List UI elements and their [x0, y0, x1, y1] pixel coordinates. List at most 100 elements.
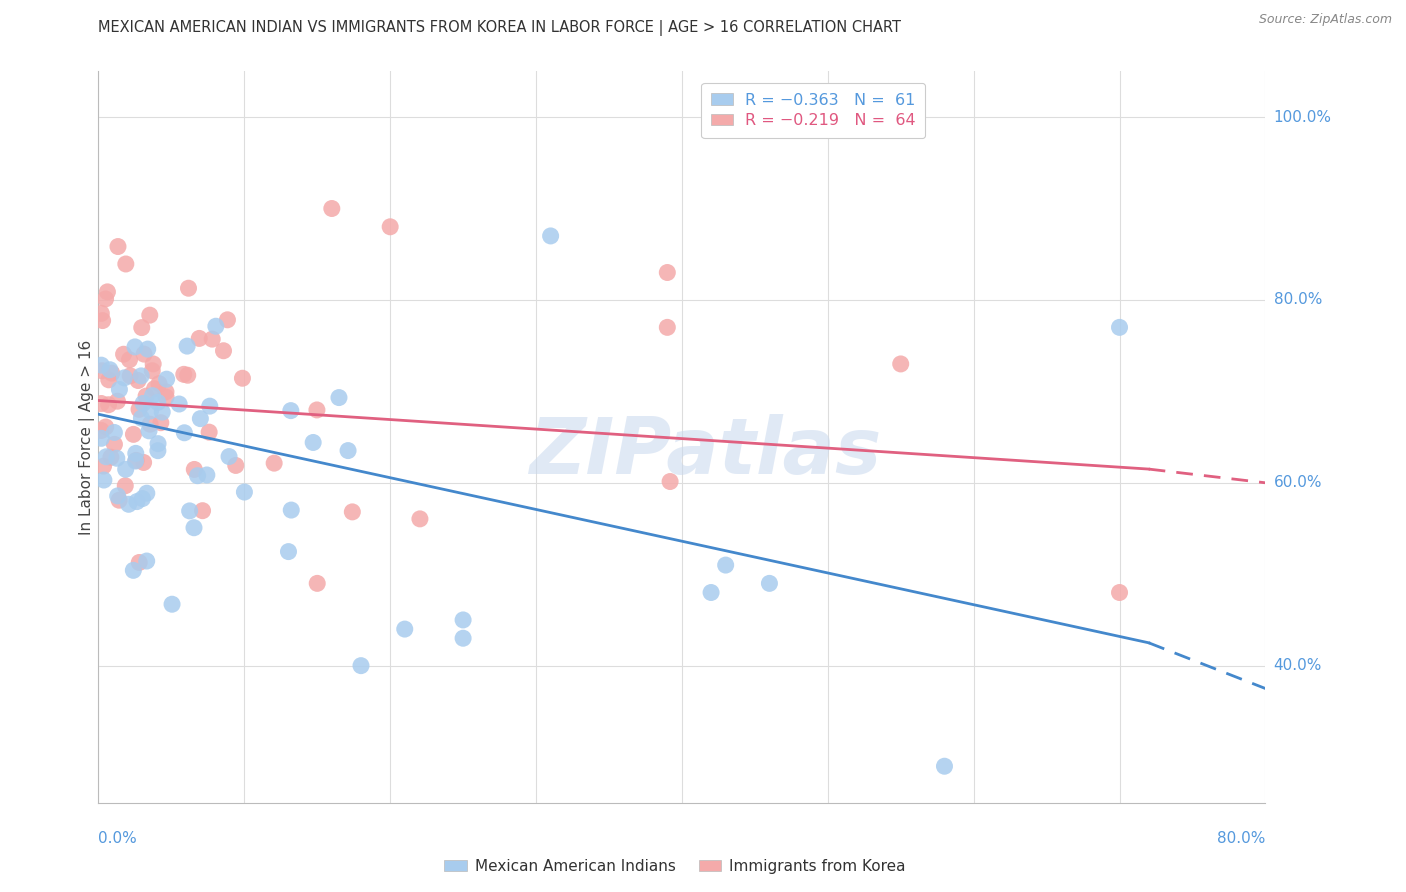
Point [714, 558, 737, 573]
Point [90, 306, 112, 320]
Point [107, 394, 129, 409]
Point [114, 462, 136, 476]
Point [277, 544, 299, 558]
Point [173, 368, 195, 382]
Point [90, 424, 112, 438]
Text: Source: ZipAtlas.com: Source: ZipAtlas.com [1258, 13, 1392, 27]
Legend: R = −0.363   N =  61, R = −0.219   N =  64: R = −0.363 N = 61, R = −0.219 N = 64 [702, 83, 925, 137]
Point [105, 451, 128, 466]
Point [93, 459, 115, 474]
Point [135, 389, 157, 403]
Point [131, 320, 153, 334]
Point [657, 320, 679, 334]
Point [138, 424, 160, 438]
Point [198, 425, 221, 439]
Point [94, 420, 117, 434]
Point [225, 458, 247, 473]
Point [122, 427, 145, 442]
Point [142, 357, 165, 371]
Point [342, 505, 364, 519]
Point [155, 390, 177, 404]
Point [758, 576, 780, 591]
Point [146, 443, 169, 458]
Point [139, 308, 162, 322]
Point [129, 368, 152, 383]
Point [263, 456, 285, 470]
Point [205, 319, 228, 334]
Point [125, 494, 148, 508]
Point [212, 343, 235, 358]
Point [96, 450, 118, 464]
Point [91, 364, 114, 378]
Point [659, 475, 682, 489]
Point [156, 372, 179, 386]
Point [191, 504, 214, 518]
Text: 80.0%: 80.0% [1218, 830, 1265, 846]
Point [114, 479, 136, 493]
Point [142, 389, 165, 403]
Text: MEXICAN AMERICAN INDIAN VS IMMIGRANTS FROM KOREA IN LABOR FORCE | AGE > 16 CORRE: MEXICAN AMERICAN INDIAN VS IMMIGRANTS FR… [98, 20, 901, 36]
Point [103, 437, 125, 451]
Point [280, 403, 302, 417]
Point [96, 285, 118, 299]
Point [218, 450, 240, 464]
Point [131, 411, 153, 425]
Point [139, 417, 162, 432]
Point [108, 383, 131, 397]
Point [108, 493, 131, 508]
Point [118, 352, 141, 367]
Point [394, 622, 416, 636]
Point [155, 384, 177, 399]
Point [90, 358, 112, 372]
Text: 40.0%: 40.0% [1274, 658, 1322, 673]
Text: 100.0%: 100.0% [1274, 110, 1331, 125]
Text: 60.0%: 60.0% [1274, 475, 1322, 491]
Legend: Mexican American Indians, Immigrants from Korea: Mexican American Indians, Immigrants fro… [439, 853, 911, 880]
Point [90, 431, 112, 445]
Point [201, 332, 224, 346]
Point [195, 467, 218, 482]
Point [190, 411, 212, 425]
Point [112, 347, 135, 361]
Point [451, 632, 474, 646]
Point [934, 759, 956, 773]
Point [176, 339, 198, 353]
Point [112, 371, 135, 385]
Point [131, 491, 153, 506]
Point [307, 576, 329, 591]
Point [321, 202, 343, 216]
Point [657, 266, 679, 280]
Point [183, 521, 205, 535]
Point [378, 219, 402, 234]
Point [217, 313, 239, 327]
Point [350, 658, 373, 673]
Point [160, 597, 183, 611]
Point [890, 357, 912, 371]
Point [135, 554, 157, 568]
Point [337, 443, 360, 458]
Point [198, 399, 221, 413]
Point [118, 497, 141, 511]
Point [132, 347, 155, 361]
Point [107, 489, 129, 503]
Point [125, 446, 148, 460]
Point [124, 454, 146, 468]
Point [132, 396, 155, 410]
Point [114, 257, 136, 271]
Point [94, 292, 117, 306]
Y-axis label: In Labor Force | Age > 16: In Labor Force | Age > 16 [79, 340, 96, 534]
Point [103, 425, 125, 440]
Point [187, 468, 209, 483]
Point [101, 366, 124, 380]
Point [302, 435, 325, 450]
Point [540, 229, 562, 244]
Point [179, 504, 201, 518]
Point [128, 556, 150, 570]
Point [409, 512, 432, 526]
Point [233, 485, 256, 500]
Point [91, 313, 114, 327]
Point [97, 373, 120, 387]
Text: 80.0%: 80.0% [1274, 293, 1322, 308]
Point [148, 376, 170, 391]
Point [280, 503, 302, 517]
